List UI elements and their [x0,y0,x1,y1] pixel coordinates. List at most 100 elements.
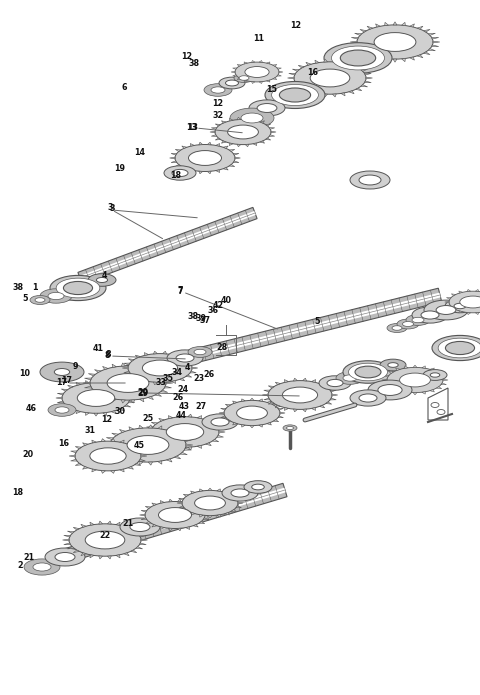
Polygon shape [180,435,187,438]
Polygon shape [252,60,255,63]
Polygon shape [108,556,111,559]
Polygon shape [229,143,233,145]
Polygon shape [467,313,471,315]
Polygon shape [178,447,182,450]
Text: 4: 4 [184,363,190,372]
Polygon shape [277,68,281,70]
Polygon shape [208,516,212,518]
Polygon shape [139,543,146,545]
Polygon shape [104,442,110,444]
Text: 38: 38 [189,58,200,67]
Polygon shape [200,489,203,491]
Polygon shape [205,514,210,516]
Polygon shape [199,507,205,509]
Ellipse shape [204,83,232,97]
Polygon shape [171,154,177,155]
Polygon shape [382,379,387,381]
Polygon shape [83,466,88,469]
Polygon shape [112,455,119,457]
Polygon shape [244,80,248,82]
Ellipse shape [437,409,445,414]
Polygon shape [288,77,294,79]
Ellipse shape [194,350,206,354]
Polygon shape [135,378,141,381]
Text: 39: 39 [195,313,206,322]
Ellipse shape [340,50,376,66]
Polygon shape [167,459,172,462]
Polygon shape [292,85,299,87]
Ellipse shape [128,354,192,382]
Ellipse shape [460,296,480,308]
Ellipse shape [265,81,325,108]
Polygon shape [124,371,130,373]
Polygon shape [106,450,113,452]
Polygon shape [168,445,173,448]
Polygon shape [168,416,173,418]
Polygon shape [432,38,439,39]
Polygon shape [90,555,94,558]
Ellipse shape [332,46,384,70]
Polygon shape [199,521,205,523]
Ellipse shape [239,76,249,80]
Polygon shape [444,301,449,303]
Polygon shape [241,399,245,401]
Polygon shape [94,414,98,416]
Polygon shape [203,518,209,520]
Polygon shape [190,363,196,365]
Ellipse shape [294,62,366,95]
Polygon shape [106,438,113,440]
Polygon shape [217,427,224,429]
Ellipse shape [283,425,297,431]
Polygon shape [95,370,101,373]
Ellipse shape [176,354,194,362]
Text: 13: 13 [187,122,197,131]
Polygon shape [141,539,147,541]
Polygon shape [330,398,336,400]
Polygon shape [231,494,237,496]
Polygon shape [116,555,120,558]
Ellipse shape [355,366,381,378]
Polygon shape [151,423,157,425]
Ellipse shape [374,33,416,51]
Ellipse shape [388,363,398,368]
Polygon shape [375,24,380,27]
Ellipse shape [228,125,258,139]
Polygon shape [183,509,189,512]
Polygon shape [116,288,442,382]
Polygon shape [78,207,257,284]
Polygon shape [267,423,271,425]
Ellipse shape [348,363,387,381]
Polygon shape [119,408,124,411]
Polygon shape [402,58,405,62]
Text: 17: 17 [57,377,68,386]
Ellipse shape [245,67,269,77]
Polygon shape [356,88,362,90]
Polygon shape [112,364,117,368]
Polygon shape [271,131,276,133]
Polygon shape [129,460,134,464]
Polygon shape [75,463,82,466]
Polygon shape [186,375,192,377]
Polygon shape [278,408,283,410]
Text: 5: 5 [22,293,28,302]
Polygon shape [262,394,268,396]
Text: 3: 3 [107,202,113,211]
Polygon shape [121,363,125,366]
Ellipse shape [226,80,239,86]
Text: 21: 21 [24,553,35,562]
Polygon shape [186,527,190,530]
Ellipse shape [96,277,108,283]
Ellipse shape [268,381,332,409]
Polygon shape [217,515,220,517]
Polygon shape [171,161,177,163]
Polygon shape [124,524,129,528]
Polygon shape [384,375,389,377]
Polygon shape [266,62,270,64]
Text: 29: 29 [137,388,149,397]
Ellipse shape [449,291,480,313]
Ellipse shape [406,315,430,325]
Text: 20: 20 [23,450,34,459]
Polygon shape [177,499,181,502]
Polygon shape [265,124,271,126]
Text: 45: 45 [133,441,144,450]
